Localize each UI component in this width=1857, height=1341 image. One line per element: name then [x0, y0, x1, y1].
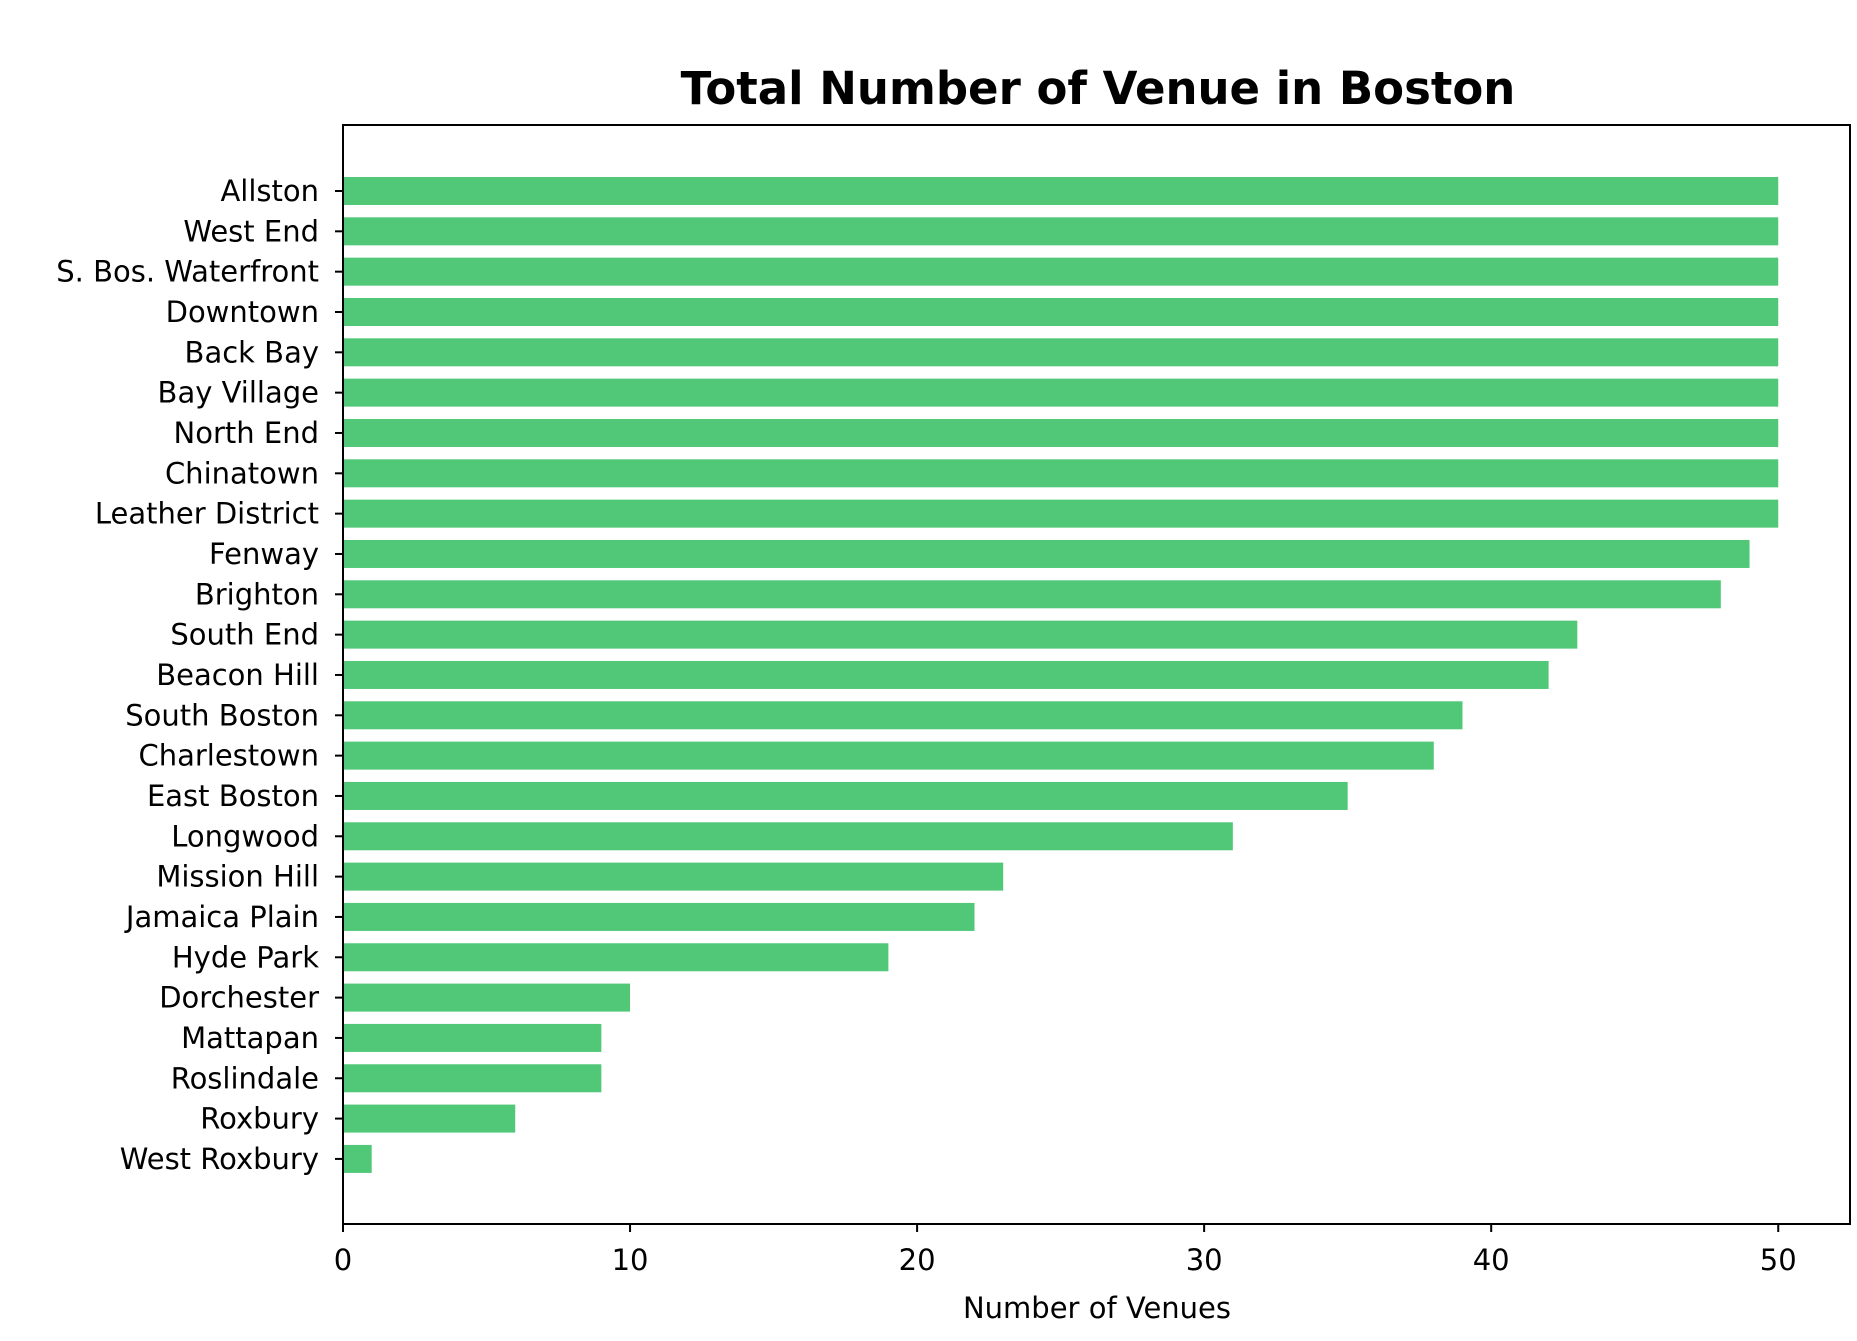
y-tick-label: West End — [183, 214, 319, 248]
bar-brighton — [343, 580, 1721, 609]
y-tick-label: Bay Village — [158, 376, 319, 410]
x-axis: 0 10 20 30 40 50 — [334, 1224, 1797, 1277]
bar-leather-district — [343, 499, 1779, 528]
y-tick-label: Brighton — [195, 577, 319, 611]
bar-roslindale — [343, 1064, 602, 1093]
x-tick-label: 50 — [1760, 1243, 1797, 1277]
bars-group — [343, 177, 1779, 1173]
chart-title: Total Number of Venue in Boston — [681, 62, 1516, 115]
bar-south-boston — [343, 701, 1463, 730]
y-tick-label: Roslindale — [171, 1061, 319, 1095]
bar-hyde-park — [343, 943, 889, 972]
bar-west-end — [343, 217, 1779, 246]
y-axis: Allston West End S. Bos. Waterfront Downtow… — [56, 174, 343, 1176]
x-tick-label: 30 — [1186, 1243, 1223, 1277]
bar-downtown — [343, 297, 1779, 326]
bar-allston — [343, 177, 1779, 205]
y-tick-label: Jamaica Plain — [124, 900, 319, 934]
bar-south-end — [343, 620, 1578, 649]
bar-mission-hill — [343, 862, 1004, 891]
y-tick-label: Leather District — [95, 497, 319, 531]
y-tick-label: Hyde Park — [172, 940, 319, 974]
x-tick-label: 20 — [899, 1243, 936, 1277]
y-tick-label: Roxbury — [200, 1102, 319, 1136]
bar-north-end — [343, 418, 1779, 447]
x-tick-label: 0 — [334, 1243, 352, 1277]
bar-charlestown — [343, 741, 1434, 770]
bar-east-boston — [343, 781, 1348, 810]
bar-mattapan — [343, 1023, 602, 1052]
y-tick-label: S. Bos. Waterfront — [56, 255, 319, 289]
bar-back-bay — [343, 338, 1779, 367]
bar-beacon-hill — [343, 660, 1549, 689]
bar-west-roxbury — [343, 1144, 372, 1173]
bar-jamaica-plain — [343, 902, 975, 931]
y-tick-label: Beacon Hill — [156, 658, 319, 692]
bar-roxbury — [343, 1104, 516, 1133]
bar-longwood — [343, 822, 1233, 851]
y-tick-label: Back Bay — [185, 335, 319, 369]
x-tick-label: 10 — [612, 1243, 649, 1277]
bar-dorchester — [343, 983, 631, 1012]
plot-frame — [342, 124, 1851, 1225]
bar-chinatown — [343, 459, 1779, 488]
y-tick-label: South End — [170, 618, 319, 652]
bar-fenway — [343, 539, 1750, 568]
y-tick-label: West Roxbury — [120, 1142, 319, 1176]
y-tick-label: Fenway — [209, 537, 319, 571]
bar-s-bos-waterfront — [343, 257, 1779, 286]
y-tick-label: Allston — [220, 174, 319, 208]
y-tick-label: Chinatown — [165, 456, 319, 490]
x-axis-label: Number of Venues — [963, 1291, 1231, 1325]
y-tick-label: Mattapan — [181, 1021, 319, 1055]
y-tick-label: Longwood — [171, 819, 319, 853]
y-tick-label: East Boston — [147, 779, 319, 813]
y-tick-label: South Boston — [125, 698, 319, 732]
y-tick-label: North End — [174, 416, 319, 450]
x-tick-label: 40 — [1473, 1243, 1510, 1277]
y-tick-label: Charlestown — [138, 739, 319, 773]
y-tick-label: Mission Hill — [156, 860, 319, 894]
y-tick-label: Dorchester — [159, 981, 319, 1015]
bar-bay-village — [343, 378, 1779, 407]
y-tick-label: Downtown — [166, 295, 319, 329]
